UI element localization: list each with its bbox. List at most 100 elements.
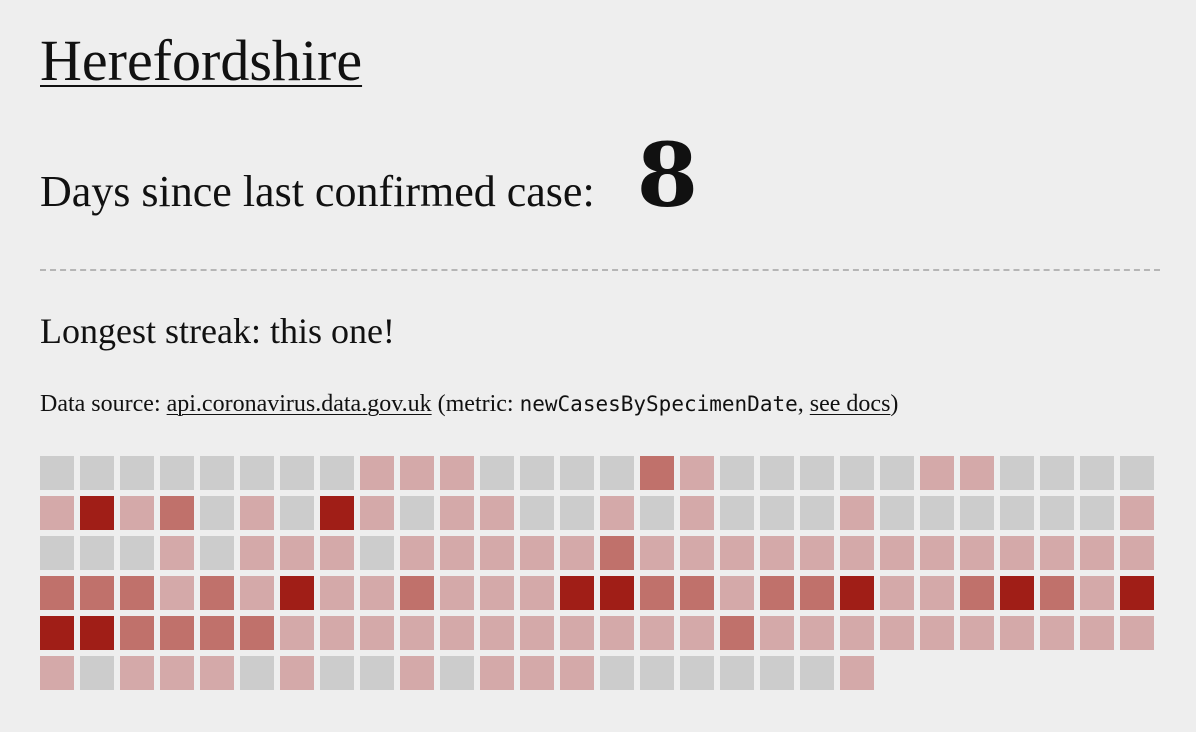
day-cell (400, 456, 434, 490)
day-cell (1040, 616, 1074, 650)
day-cell (320, 576, 354, 610)
day-cell (600, 496, 634, 530)
day-cell (560, 656, 594, 690)
metric-comma: , (797, 391, 804, 417)
day-cell (520, 496, 554, 530)
day-cell (840, 536, 874, 570)
day-cell (200, 576, 234, 610)
day-cell (400, 576, 434, 610)
days-since-label: Days since last confirmed case: (40, 167, 595, 216)
day-cell (680, 496, 714, 530)
data-source-link[interactable]: api.coronavirus.data.gov.uk (166, 391, 432, 417)
day-cell (200, 536, 234, 570)
day-cell (40, 656, 74, 690)
day-cell (920, 616, 954, 650)
day-cell (560, 496, 594, 530)
day-cell (840, 616, 874, 650)
day-cell (360, 496, 394, 530)
day-cell (160, 456, 194, 490)
day-cell (680, 616, 714, 650)
day-cell (40, 576, 74, 610)
day-cell (1040, 456, 1074, 490)
day-cell (760, 496, 794, 530)
day-cell (640, 656, 674, 690)
day-cell (320, 616, 354, 650)
day-cell (640, 576, 674, 610)
data-source-prefix: Data source: (40, 391, 161, 417)
day-cell (360, 656, 394, 690)
day-cell (480, 656, 514, 690)
day-cell (480, 616, 514, 650)
day-cell (600, 616, 634, 650)
day-cell (360, 576, 394, 610)
day-cell (360, 536, 394, 570)
day-cell (280, 536, 314, 570)
see-docs-link[interactable]: see docs (809, 391, 891, 417)
page-title-link[interactable]: Herefordshire (40, 28, 363, 93)
day-cell (560, 616, 594, 650)
metric-prefix: (metric: (437, 391, 514, 417)
day-cell (760, 656, 794, 690)
day-cell (920, 536, 954, 570)
day-cell (1120, 576, 1154, 610)
day-cell (680, 456, 714, 490)
day-cell (760, 456, 794, 490)
day-cell (40, 456, 74, 490)
day-cell (720, 496, 754, 530)
day-cell (920, 496, 954, 530)
day-cell (680, 656, 714, 690)
day-cell (400, 496, 434, 530)
day-cell (400, 616, 434, 650)
day-cell (720, 576, 754, 610)
day-cell (80, 456, 114, 490)
days-since-count: 8 (636, 123, 698, 227)
day-cell (160, 656, 194, 690)
day-cell (1120, 616, 1154, 650)
day-cell (1040, 496, 1074, 530)
day-cell (200, 456, 234, 490)
day-cell (120, 616, 154, 650)
days-since-row: Days since last confirmed case: 8 (40, 125, 698, 225)
day-cell (880, 616, 914, 650)
day-cell (240, 496, 274, 530)
day-cell (1000, 496, 1034, 530)
day-cell (640, 616, 674, 650)
day-cell (1000, 536, 1034, 570)
day-cell (160, 536, 194, 570)
day-cell (960, 456, 994, 490)
day-cell (520, 576, 554, 610)
day-cell (440, 496, 474, 530)
day-cell (1120, 496, 1154, 530)
day-cell (680, 536, 714, 570)
day-cell (440, 656, 474, 690)
day-cell (800, 616, 834, 650)
day-cell (480, 576, 514, 610)
day-cell (640, 456, 674, 490)
day-cell (80, 616, 114, 650)
day-cell (1080, 616, 1114, 650)
day-cell (40, 616, 74, 650)
day-cell (280, 496, 314, 530)
day-cell (1000, 616, 1034, 650)
metric-name: newCasesBySpecimenDate (519, 392, 798, 416)
day-cell (1080, 576, 1114, 610)
day-cell (440, 576, 474, 610)
day-cell (960, 496, 994, 530)
day-cell (200, 656, 234, 690)
day-cell (200, 496, 234, 530)
day-cell (400, 656, 434, 690)
day-cell (560, 456, 594, 490)
day-cell (520, 536, 554, 570)
day-cell (1040, 536, 1074, 570)
day-cell (1000, 576, 1034, 610)
day-cell (120, 496, 154, 530)
day-cell (320, 536, 354, 570)
day-cell (1080, 496, 1114, 530)
day-cell (360, 616, 394, 650)
day-cell (680, 576, 714, 610)
day-cell (560, 536, 594, 570)
day-cell (280, 656, 314, 690)
day-cell (240, 616, 274, 650)
day-cell (1120, 456, 1154, 490)
